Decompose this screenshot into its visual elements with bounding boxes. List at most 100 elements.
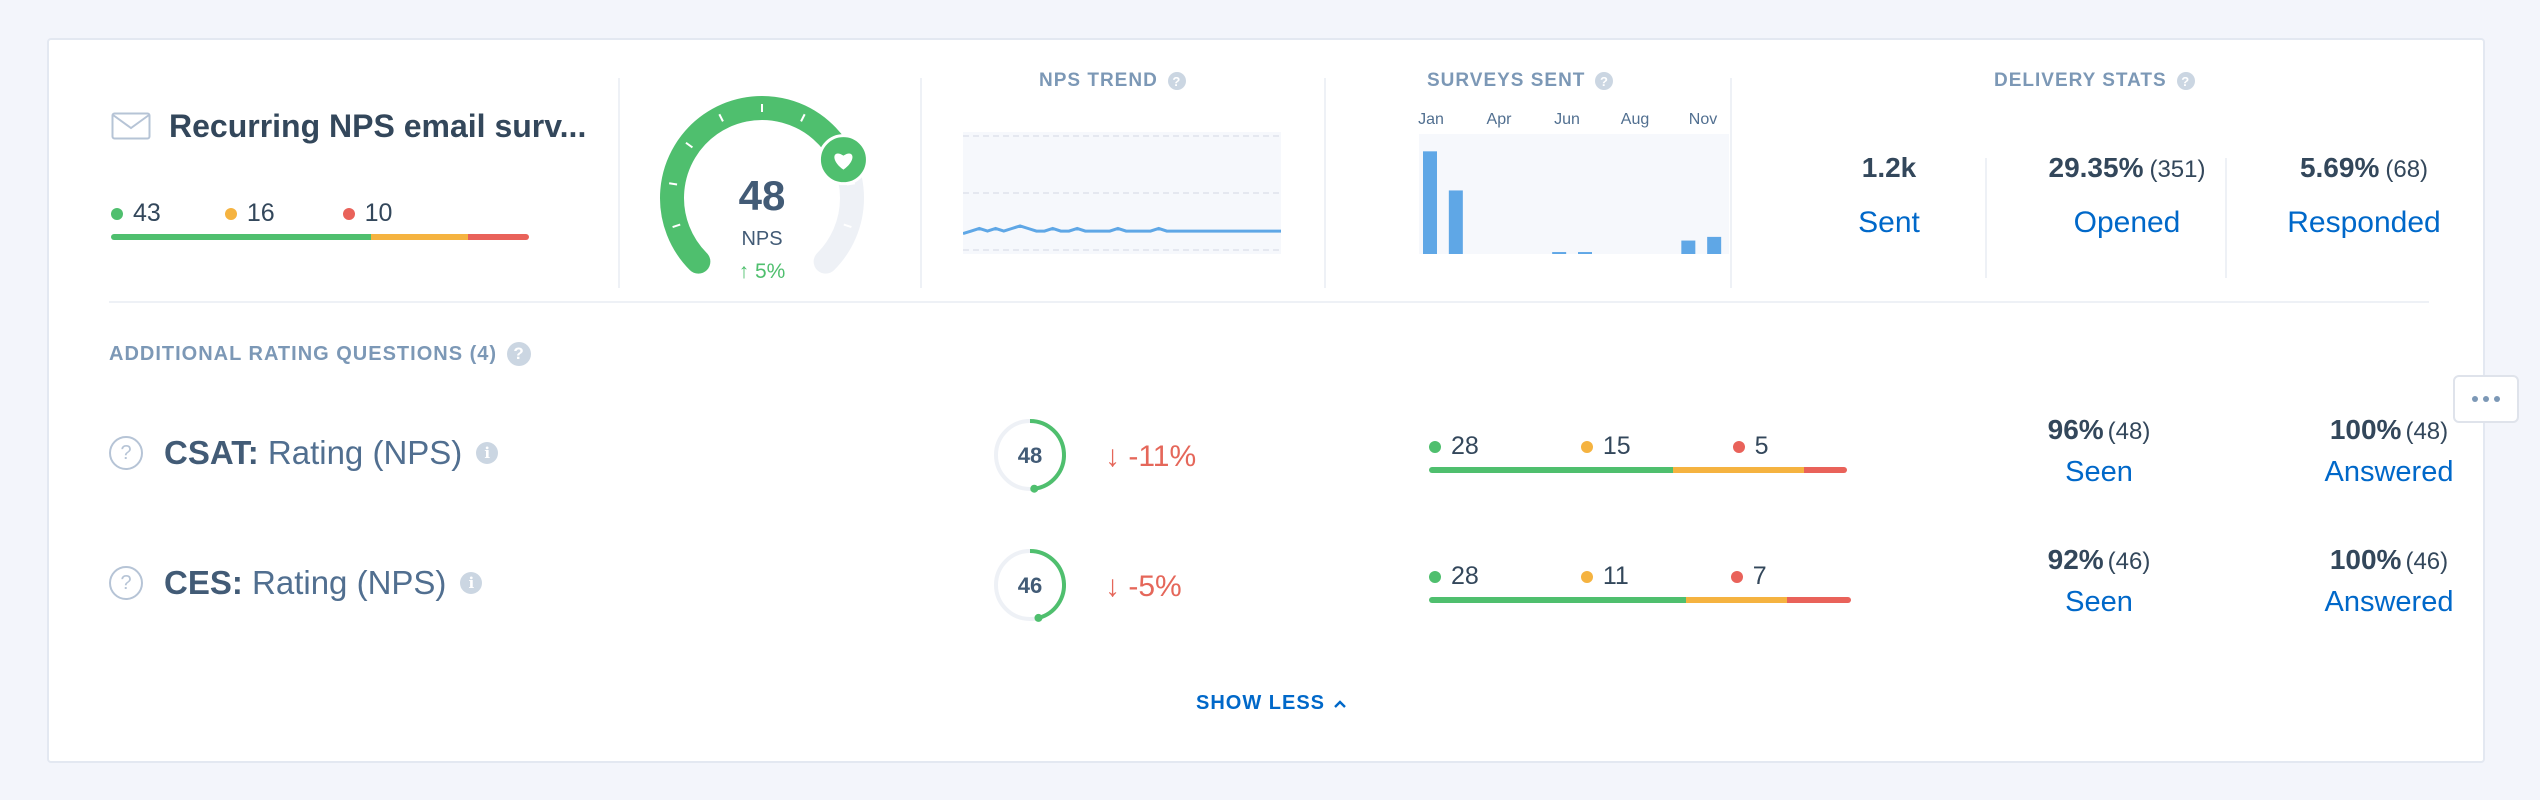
- sent-value: 1.2k: [1861, 152, 1917, 183]
- opened-value: 29.35%: [2048, 152, 2144, 183]
- divider: [618, 78, 620, 288]
- question-label[interactable]: CES: Rating (NPS) i: [164, 564, 483, 602]
- detractor-dot: [1732, 440, 1745, 453]
- promoters-segment: [1429, 597, 1686, 603]
- gauge-tick: [669, 182, 678, 186]
- passive-dot: [1580, 570, 1593, 583]
- answered-stat: 100% (46) Answered: [2279, 544, 2499, 619]
- passive-dot: [1580, 440, 1593, 453]
- passives-count: 15: [1602, 432, 1631, 460]
- detractors-count: 10: [364, 199, 393, 227]
- answered-link[interactable]: Answered: [2324, 456, 2454, 488]
- question-counts: 28 15 5: [1429, 432, 1769, 461]
- delivery-stats-title-text: DELIVERY STATS: [1994, 70, 2167, 91]
- heart-icon: [817, 134, 869, 186]
- more-dots-icon: [2472, 396, 2478, 402]
- surveys-sent-tick-label: Nov: [1689, 111, 1717, 128]
- responded-stat: 5.69% (68) Responded: [2239, 152, 2489, 240]
- nps-change: ↑ 5%: [738, 260, 786, 283]
- help-icon[interactable]: ?: [1167, 72, 1186, 90]
- gauge-tick: [685, 141, 694, 149]
- answered-percent: 100%: [2329, 544, 2402, 575]
- help-icon[interactable]: ?: [507, 342, 532, 366]
- answered-link[interactable]: Answered: [2324, 586, 2454, 618]
- promoters-count: 28: [1451, 562, 1479, 590]
- gauge-tick: [672, 223, 681, 228]
- question-text: Rating (NPS): [267, 434, 463, 471]
- question-distribution-bar: [1429, 467, 1847, 473]
- answered-percent: 100%: [2329, 414, 2402, 445]
- question-label[interactable]: CSAT: Rating (NPS) i: [164, 434, 499, 472]
- chevron-up-icon: [1334, 699, 1346, 708]
- envelope-icon: [111, 112, 151, 145]
- info-icon[interactable]: i: [460, 572, 483, 594]
- more-options-button[interactable]: [2453, 375, 2519, 423]
- seen-link[interactable]: Seen: [2065, 456, 2133, 488]
- seen-link[interactable]: Seen: [2065, 586, 2133, 618]
- score-ring-fill: [1029, 549, 1066, 620]
- info-icon[interactable]: i: [476, 442, 499, 464]
- nps-trend-title-text: NPS TREND: [1039, 70, 1158, 91]
- surveys-sent-title: SURVEYS SENT ?: [1427, 70, 1614, 92]
- sent-link[interactable]: Sent: [1858, 206, 1920, 239]
- passives-segment: [1685, 597, 1787, 603]
- promoters-count: 43: [133, 199, 161, 227]
- nps-trend-title: NPS TREND ?: [1039, 70, 1186, 92]
- question-distribution-bar: [1429, 597, 1851, 603]
- gauge-tick: [843, 223, 852, 228]
- question-score: 46: [1017, 573, 1043, 598]
- surveys-sent-bar: [1423, 151, 1437, 254]
- show-less-label: SHOW LESS: [1196, 692, 1326, 714]
- promoter-dot: [1429, 440, 1441, 453]
- surveys-sent-tick-label: Jan: [1418, 111, 1444, 128]
- detractors-segment: [1803, 467, 1847, 473]
- nps-label: NPS: [741, 228, 783, 250]
- responded-count: (68): [2385, 156, 2429, 183]
- survey-title[interactable]: Recurring NPS email surv...: [169, 108, 587, 144]
- opened-link[interactable]: Opened: [2073, 206, 2181, 239]
- question-prefix: CES:: [164, 564, 243, 601]
- question-change: ↓ -11%: [1105, 440, 1197, 473]
- score-ring-dot: [1030, 484, 1039, 493]
- promoters-segment: [1429, 467, 1673, 473]
- promoter-dot: [1429, 570, 1441, 583]
- help-icon[interactable]: ?: [2176, 72, 2195, 90]
- additional-questions-title: ADDITIONAL RATING QUESTIONS (4) ?: [109, 342, 532, 366]
- seen-count: (48): [2107, 418, 2151, 445]
- passives-count: 16: [246, 199, 275, 227]
- surveys-sent-bar: [1681, 240, 1696, 254]
- seen-percent: 96%: [2047, 414, 2104, 445]
- question-text: Rating (NPS): [252, 564, 447, 601]
- question-counts: 28 11 7: [1429, 562, 1767, 591]
- seen-stat: 96% (48) Seen: [2009, 414, 2189, 489]
- divider: [2225, 158, 2227, 278]
- gauge-tick: [800, 113, 806, 122]
- survey-counts: 43 16 10: [111, 199, 392, 228]
- survey-distribution-bar: [111, 234, 529, 240]
- score-ring-dot: [1034, 613, 1043, 622]
- question-score-ring: 48: [993, 418, 1071, 496]
- detractors-count: 5: [1754, 432, 1769, 460]
- score-ring-fill: [1029, 419, 1066, 491]
- survey-card: Recurring NPS email surv... 43 16 10 48 …: [47, 38, 2485, 763]
- help-icon[interactable]: ?: [1595, 72, 1614, 90]
- detractor-dot: [342, 207, 355, 220]
- passives-count: 11: [1602, 562, 1629, 590]
- promoters-segment: [111, 234, 372, 240]
- nps-gauge-svg: [660, 96, 869, 274]
- detractors-segment: [468, 234, 529, 240]
- divider: [1730, 78, 1732, 288]
- answered-count: (46): [2405, 548, 2449, 575]
- question-prefix: CSAT:: [164, 434, 259, 471]
- opened-count: (351): [2149, 156, 2206, 183]
- responded-link[interactable]: Responded: [2287, 206, 2441, 239]
- divider: [1985, 158, 1987, 278]
- nps-trend-chart: [962, 132, 1281, 259]
- surveys-sent-bar: [1448, 190, 1463, 254]
- seen-count: (46): [2107, 548, 2151, 575]
- show-less-button[interactable]: SHOW LESS: [1196, 692, 1347, 715]
- nps-gauge: 48 NPS ↑ 5%: [659, 80, 889, 300]
- answered-stat: 100% (48) Answered: [2279, 414, 2499, 489]
- surveys-sent-tick-label: Apr: [1487, 111, 1513, 128]
- nps-trend-line: [962, 224, 1281, 236]
